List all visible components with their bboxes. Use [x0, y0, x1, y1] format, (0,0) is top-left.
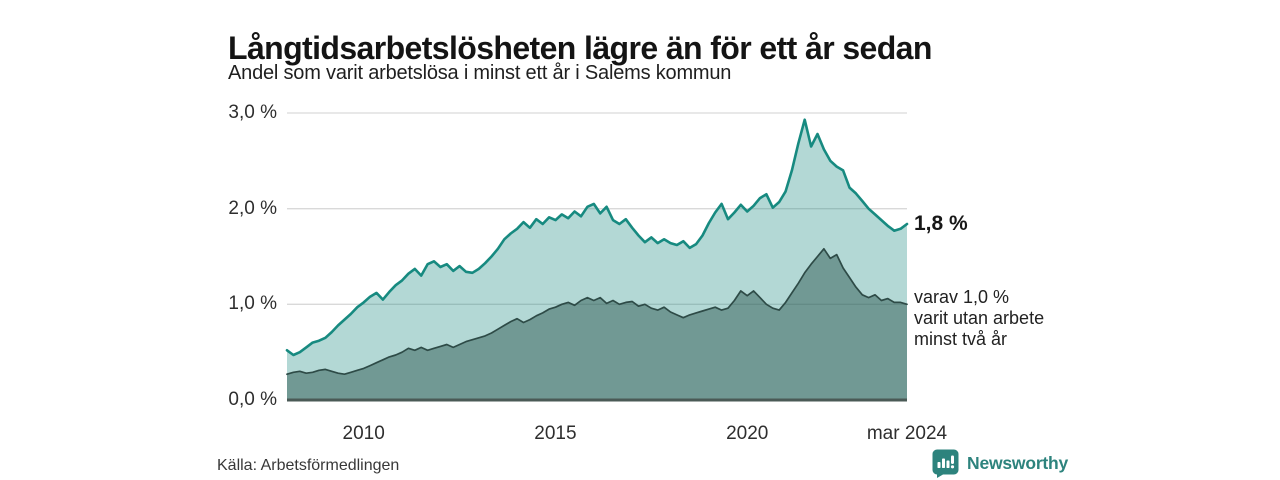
x-tick-label: mar 2024: [866, 423, 948, 444]
area-fill-1: [287, 248, 907, 400]
area-fill-0: [287, 119, 907, 400]
latest-value-label: 1,8 %: [914, 212, 968, 235]
x-tick-label: 2015: [534, 423, 577, 444]
secondary-note-label: varav 1,0 % varit utan arbete minst två …: [914, 287, 1045, 349]
source-caption: Källa: Arbetsförmedlingen: [217, 457, 400, 474]
y-tick-label: 1,0 %: [228, 293, 277, 315]
y-tick-label: 3,0 %: [228, 102, 277, 123]
series-line-1: [286, 247, 908, 376]
series-line-0: [285, 118, 909, 357]
brand-logo: Newsworthy: [932, 448, 1068, 478]
newsworthy-icon: [932, 449, 959, 478]
page-title: Långtidsarbetslösheten lägre än för ett …: [228, 30, 932, 67]
chart-subtitle: Andel som varit arbetslösa i minst ett å…: [228, 62, 732, 84]
y-tick-label: 2,0 %: [228, 197, 277, 219]
x-tick-label: 2010: [342, 423, 385, 444]
brand-name: Newsworthy: [967, 452, 1069, 473]
x-tick-label: 2020: [726, 423, 769, 444]
y-tick-label: 0,0 %: [228, 389, 277, 410]
